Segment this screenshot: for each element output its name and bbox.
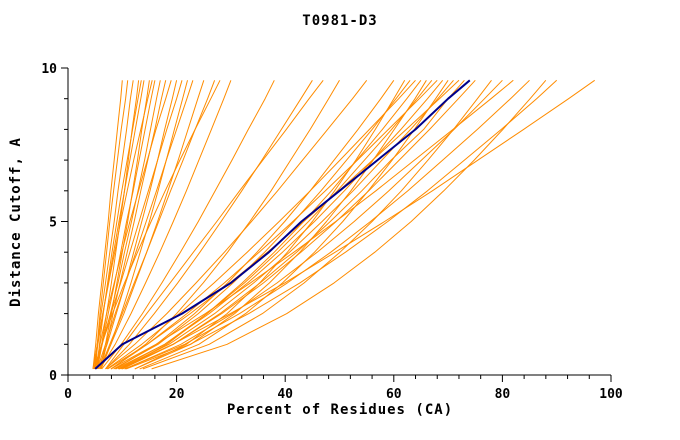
model-curve (115, 79, 444, 370)
model-curve (93, 80, 221, 370)
chart-title: T0981-D3 (302, 13, 378, 29)
y-tick-label: 5 (49, 216, 57, 231)
model-curve (105, 79, 368, 370)
model-curve (99, 80, 205, 370)
model-curve (110, 79, 514, 370)
model-curve (124, 79, 503, 370)
model-curve (113, 79, 411, 370)
model-curve (122, 79, 465, 370)
model-curve (117, 79, 433, 370)
model-curve (105, 79, 324, 370)
model-curve (99, 80, 232, 370)
model-curve (106, 79, 416, 370)
model-curve (92, 80, 123, 369)
y-tick-label: 0 (49, 369, 57, 384)
model-curve (100, 80, 167, 370)
model-curve (97, 80, 178, 370)
model-curve (99, 80, 216, 370)
model-curve (118, 79, 454, 370)
x-tick-label: 20 (169, 387, 185, 402)
model-curve (96, 80, 140, 369)
model-curve (94, 80, 153, 369)
model-curve (134, 80, 406, 370)
model-curve (95, 80, 172, 369)
model-curve (101, 80, 275, 370)
model-curve (114, 80, 395, 370)
y-tick-label: 10 (41, 62, 57, 77)
model-curve (105, 80, 313, 370)
model-curve (96, 80, 142, 369)
model-curve (124, 79, 530, 370)
x-tick-label: 0 (64, 387, 72, 402)
x-axis-label: Percent of Residues (CA) (226, 402, 454, 418)
highlighted-model-curve (94, 79, 471, 370)
x-tick-label: 80 (495, 387, 511, 402)
model-curve (93, 80, 134, 369)
model-curve (96, 80, 194, 370)
model-curve (134, 80, 427, 370)
x-tick-label: 40 (277, 387, 293, 402)
model-curve (151, 79, 547, 370)
model-curve (95, 80, 129, 369)
model-curve (96, 80, 156, 369)
x-tick-label: 100 (599, 387, 623, 402)
model-curve (125, 79, 558, 370)
model-curve (118, 79, 595, 370)
model-curve (142, 79, 492, 370)
model-curve (107, 79, 460, 370)
model-curve (110, 79, 438, 370)
model-curve (93, 80, 183, 370)
x-tick-label: 60 (386, 387, 402, 402)
